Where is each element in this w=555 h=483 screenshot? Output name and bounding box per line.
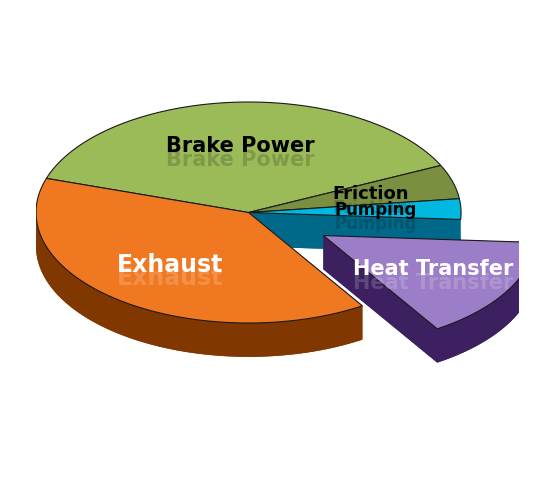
Text: Brake Power: Brake Power [166, 150, 315, 170]
Polygon shape [249, 232, 461, 253]
Polygon shape [324, 236, 437, 363]
Text: Exhaust: Exhaust [117, 253, 224, 277]
Polygon shape [249, 213, 362, 340]
Text: Heat Transfer: Heat Transfer [353, 273, 513, 293]
Polygon shape [47, 102, 441, 213]
Text: Pumping: Pumping [335, 215, 417, 233]
Polygon shape [36, 178, 362, 323]
Text: Heat Transfer: Heat Transfer [353, 259, 513, 279]
Polygon shape [324, 236, 536, 276]
Polygon shape [36, 212, 362, 357]
Text: Friction: Friction [332, 199, 409, 216]
Text: Brake Power: Brake Power [166, 136, 315, 156]
Polygon shape [249, 166, 460, 213]
Polygon shape [249, 199, 460, 246]
Polygon shape [324, 270, 536, 363]
Text: Friction: Friction [332, 185, 409, 203]
Text: Exhaust: Exhaust [117, 267, 224, 290]
Polygon shape [249, 199, 461, 219]
Polygon shape [437, 242, 536, 363]
Polygon shape [36, 213, 362, 357]
Polygon shape [324, 236, 536, 329]
Polygon shape [249, 213, 461, 253]
Polygon shape [47, 136, 441, 246]
Text: Pumping: Pumping [335, 201, 417, 219]
